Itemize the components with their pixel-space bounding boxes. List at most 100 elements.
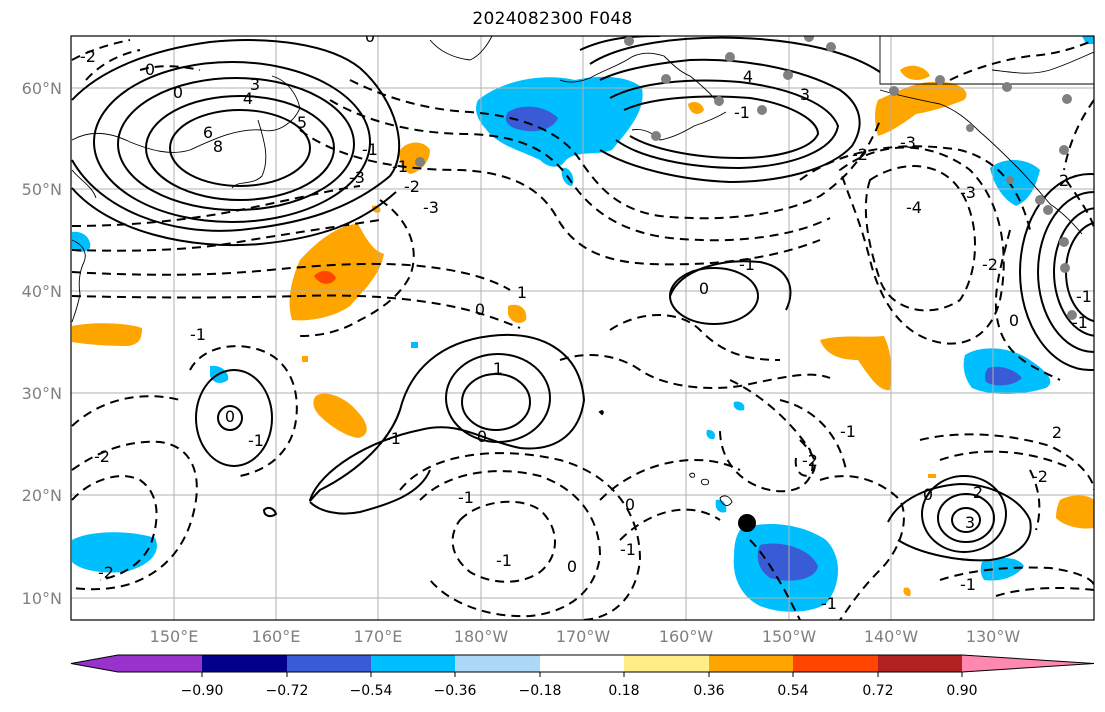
map-panel: -200 34685-1-30-1-2-343-1-2-3-4-3-20-1-12… bbox=[71, 27, 1094, 620]
longitude-labels: 150°E 160°E 170°E 180°W 170°W 160°W 150°W 140°W… bbox=[150, 627, 1021, 646]
colorbar-tick-label: 0.36 bbox=[693, 683, 724, 699]
colorbar-tick-label: −0.54 bbox=[350, 683, 393, 699]
contour-label: -1 bbox=[840, 422, 856, 441]
colorbar-outline bbox=[70, 654, 1095, 673]
contour-label: 0 bbox=[923, 485, 933, 504]
lat-tick-label: 30°N bbox=[22, 384, 62, 403]
lon-tick-label: 160°E bbox=[252, 627, 301, 646]
contour-label: -1 bbox=[392, 157, 408, 176]
colorbar-segment bbox=[540, 655, 624, 672]
contour-label: -2 bbox=[98, 563, 114, 582]
latitude-labels: 60°N 50°N 40°N 30°N 20°N 10°N bbox=[22, 79, 62, 608]
lon-tick-label: 140°W bbox=[864, 627, 919, 646]
contour-label: 2 bbox=[1059, 171, 1069, 190]
colorbar-segment bbox=[878, 655, 962, 672]
lat-tick-label: 10°N bbox=[22, 589, 62, 608]
contour-label: -3 bbox=[900, 133, 916, 152]
colorbar-segment bbox=[624, 655, 709, 672]
colorbar-segment bbox=[793, 655, 878, 672]
colorbar-segment bbox=[202, 655, 287, 672]
positive-shading bbox=[72, 65, 1094, 597]
contour-label: 0 bbox=[477, 427, 487, 446]
contour-label: -2 bbox=[1032, 467, 1048, 486]
contour-label: 0 bbox=[567, 557, 577, 576]
colorbar-tick-label: 0.72 bbox=[862, 683, 893, 699]
colorbar-extend-max bbox=[962, 655, 1094, 672]
contour-label: 3 bbox=[250, 75, 260, 94]
contour-label: 1 bbox=[517, 283, 527, 302]
lat-tick-label: 50°N bbox=[22, 180, 62, 199]
station-markers bbox=[415, 36, 1077, 320]
contour-label: 5 bbox=[297, 113, 307, 132]
contour-label: -2 bbox=[94, 447, 110, 466]
contour-label: 0 bbox=[225, 407, 235, 426]
contour-label: -1 bbox=[821, 594, 837, 613]
contours-dashed bbox=[71, 39, 1094, 620]
contour-label: 1 bbox=[493, 359, 503, 378]
contour-label: 8 bbox=[213, 137, 223, 156]
colorbar: −0.90 −0.72 −0.54 −0.36 −0.18 0.18 0.36 0.54 0.7… bbox=[70, 654, 1095, 699]
contour-label: 4 bbox=[243, 89, 253, 108]
map-frame bbox=[70, 35, 1095, 621]
contour-label: -1 bbox=[739, 255, 755, 274]
coastlines bbox=[71, 36, 1094, 506]
lat-tick-label: 20°N bbox=[22, 486, 62, 505]
lon-tick-label: 150°W bbox=[762, 627, 817, 646]
lon-tick-label: 180°W bbox=[454, 627, 509, 646]
lon-tick-label: 170°E bbox=[354, 627, 403, 646]
contour-label: -3 bbox=[960, 183, 976, 202]
contour-label: -1 bbox=[362, 140, 378, 159]
colorbar-tick-label: −0.18 bbox=[519, 683, 562, 699]
contour-label: -1 bbox=[385, 429, 401, 448]
lat-tick-label: 60°N bbox=[22, 79, 62, 98]
contour-label: 0 bbox=[145, 60, 155, 79]
contour-labels: -200 34685-1-30-1-2-343-1-2-3-4-3-20-1-12… bbox=[80, 27, 1092, 613]
contour-label: 0 bbox=[1009, 311, 1019, 330]
contour-label: -2 bbox=[404, 177, 420, 196]
colorbar-tick-label: 0.18 bbox=[608, 683, 639, 699]
colorbar-tick-label: −0.72 bbox=[266, 683, 309, 699]
contour-label: -1 bbox=[620, 540, 636, 559]
lon-tick-label: 160°W bbox=[659, 627, 714, 646]
colorbar-extend-min bbox=[71, 655, 118, 672]
colorbar-tick-label: −0.36 bbox=[434, 683, 477, 699]
contour-label: -1 bbox=[248, 431, 264, 450]
contour-label: 3 bbox=[800, 85, 810, 104]
colorbar-segment bbox=[371, 655, 455, 672]
plot-title: 2024082300 F048 bbox=[472, 9, 633, 29]
contour-label: -2 bbox=[982, 255, 998, 274]
colorbar-segment bbox=[118, 655, 202, 672]
contour-label: 0 bbox=[475, 300, 485, 319]
colorbar-segment bbox=[287, 655, 371, 672]
lat-tick-label: 40°N bbox=[22, 282, 62, 301]
lon-tick-label: 130°W bbox=[966, 627, 1021, 646]
hawaii-marker bbox=[738, 514, 756, 532]
contour-label: 2 bbox=[973, 483, 983, 502]
contour-label: -3 bbox=[349, 168, 365, 187]
colorbar-tick-label: 0.54 bbox=[777, 683, 808, 699]
colorbar-segment bbox=[455, 655, 540, 672]
contour-label: -2 bbox=[852, 145, 868, 164]
colorbar-tick-label: −0.90 bbox=[181, 683, 224, 699]
colorbar-segment bbox=[709, 655, 793, 672]
contour-label: 0 bbox=[365, 27, 375, 46]
contour-label: -2 bbox=[802, 451, 818, 470]
colorbar-tick-label: 0.90 bbox=[946, 683, 977, 699]
contour-label: -4 bbox=[906, 198, 922, 217]
contour-label: -1 bbox=[1076, 287, 1092, 306]
contour-label: 0 bbox=[699, 279, 709, 298]
contour-label: -1 bbox=[458, 488, 474, 507]
lon-tick-label: 150°E bbox=[150, 627, 199, 646]
contour-label: -3 bbox=[423, 198, 439, 217]
contour-label: 4 bbox=[743, 67, 753, 86]
contour-label: -2 bbox=[80, 47, 96, 66]
contour-label: 0 bbox=[625, 495, 635, 514]
contour-label: -1 bbox=[190, 325, 206, 344]
lon-tick-label: 170°W bbox=[556, 627, 611, 646]
contour-label: 2 bbox=[1052, 423, 1062, 442]
contour-label: 6 bbox=[203, 123, 213, 142]
contour-label: 0 bbox=[173, 83, 183, 102]
contour-label: -1 bbox=[496, 551, 512, 570]
contour-label: -1 bbox=[734, 103, 750, 122]
